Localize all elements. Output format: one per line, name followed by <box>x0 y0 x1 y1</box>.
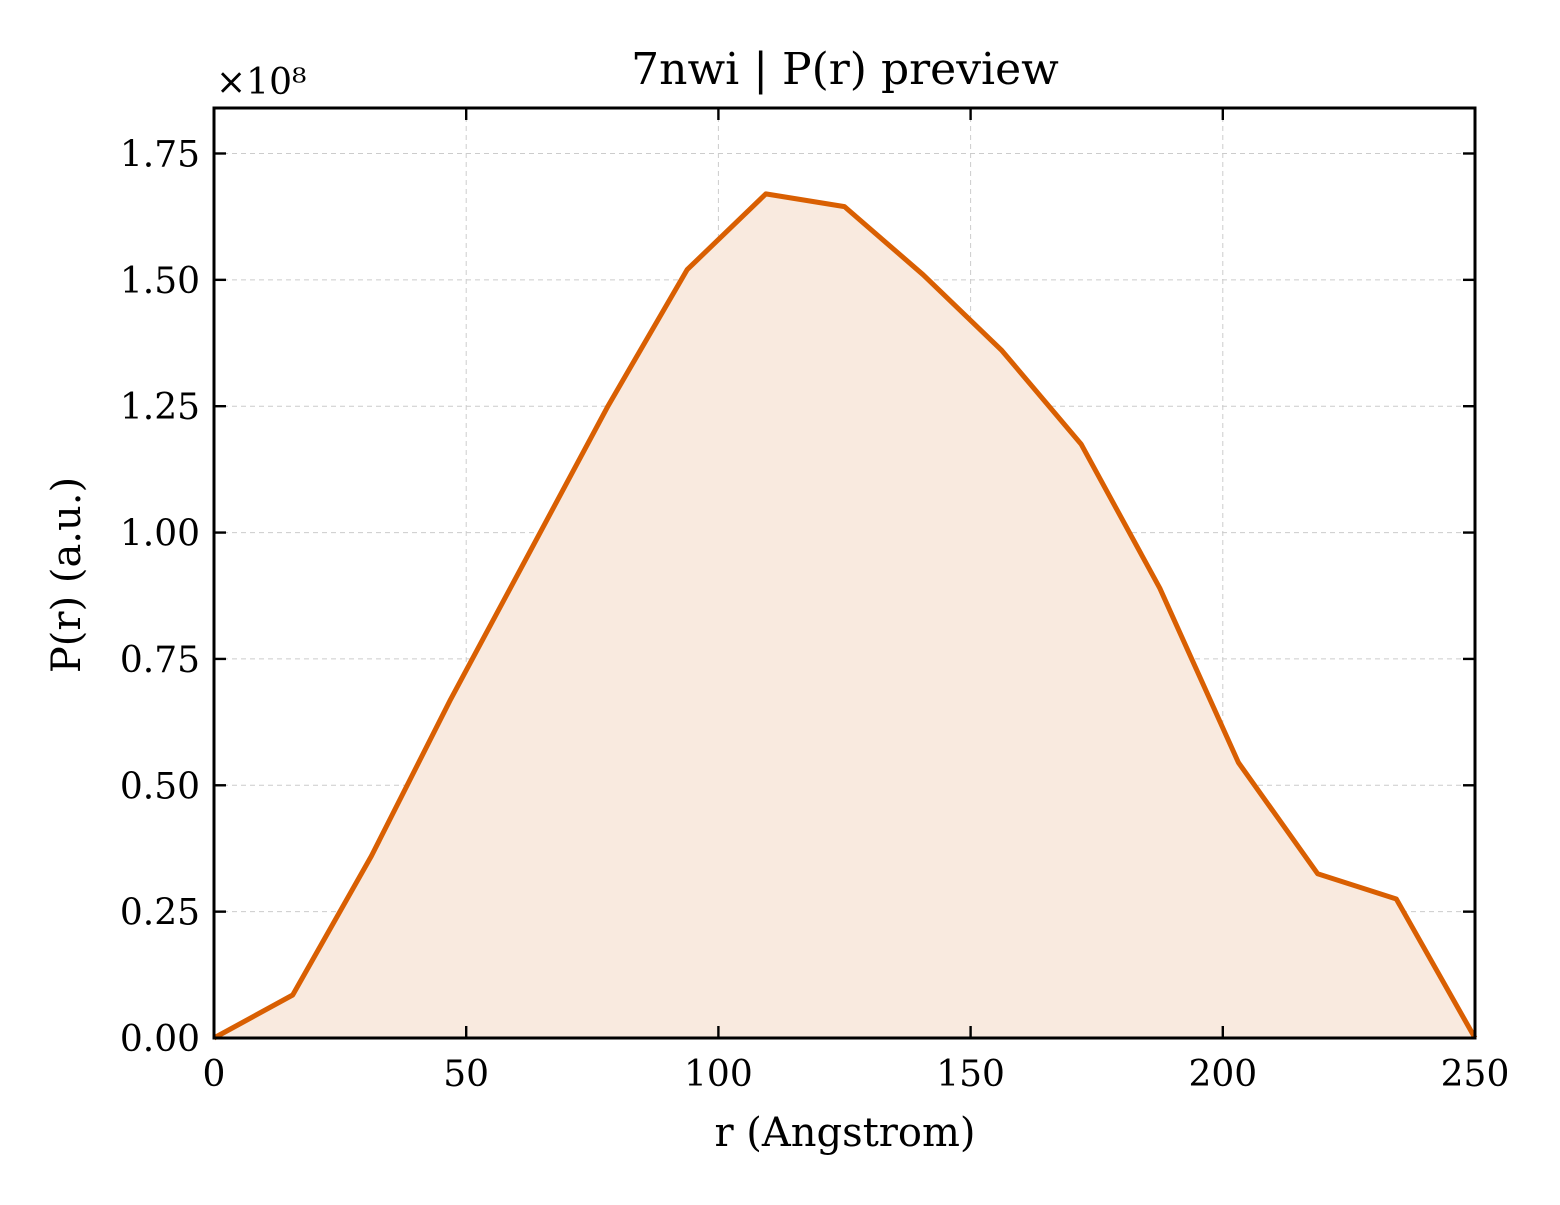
plot-frame <box>212 106 1477 1040</box>
y-scale-label: ×10⁸ <box>216 62 306 103</box>
ticks: 0 50 100 150 200 250 0.00 0.25 0.50 0.75 1.00 1.25 1… <box>120 108 1510 1095</box>
x-tick-label: 150 <box>936 1054 1005 1095</box>
y-tick-label: 0.50 <box>120 766 200 807</box>
y-tick-label: 1.00 <box>120 514 200 555</box>
x-axis-label: r (Angstrom) <box>714 1110 975 1156</box>
chart-title: 7nwi | P(r) preview <box>631 44 1059 95</box>
x-tick-label: 100 <box>684 1054 753 1095</box>
y-tick-label: 1.25 <box>120 387 200 428</box>
x-tick-label: 50 <box>443 1054 489 1095</box>
x-tick-label: 200 <box>1188 1054 1257 1095</box>
x-tick-label: 0 <box>203 1054 226 1095</box>
y-tick-label: 1.75 <box>120 134 200 175</box>
y-axis-label: P(r) (a.u.) <box>44 477 90 673</box>
y-tick-label: 0.75 <box>120 640 200 681</box>
x-tick-label: 250 <box>1441 1054 1510 1095</box>
y-tick-label: 0.00 <box>120 1019 200 1060</box>
series-line <box>212 191 1478 1041</box>
y-tick-label: 1.50 <box>120 261 200 302</box>
area-fill <box>214 193 1475 1038</box>
y-tick-label: 0.25 <box>120 893 200 934</box>
